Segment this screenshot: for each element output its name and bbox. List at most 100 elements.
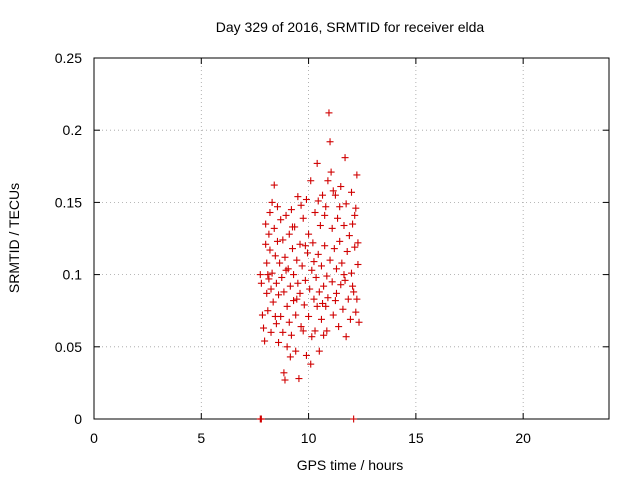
data-point [273,203,281,211]
data-point [273,237,281,245]
data-point [277,216,285,224]
data-point [310,258,318,266]
data-point [314,250,322,258]
data-point [315,288,323,296]
data-point [328,224,336,232]
data-point [287,206,295,214]
data-point [278,273,286,281]
x-tick-label: 15 [408,430,424,446]
data-point [282,266,290,274]
data-point [307,360,315,368]
data-point [256,271,264,279]
data-point [329,187,337,195]
data-point [271,312,279,320]
y-tick-label: 0.25 [55,50,82,66]
data-point [268,198,276,206]
data-point [304,249,312,257]
data-point [350,288,358,296]
data-point [265,230,273,238]
data-point [268,269,276,277]
data-point [346,315,354,323]
data-point [336,237,344,245]
data-point [293,295,301,303]
data-point [352,204,360,212]
data-point [306,285,314,293]
x-tick-label: 5 [197,430,205,446]
data-point [324,294,332,302]
data-point [316,222,324,230]
data-point [285,230,293,238]
data-point [325,109,333,117]
chart-title: Day 329 of 2016, SRMTID for receiver eld… [216,19,485,35]
data-point [260,324,268,332]
data-point [279,328,287,336]
data-point [343,247,351,255]
data-point [321,211,329,219]
x-axis-title: GPS time / hours [297,457,404,473]
data-point [320,331,328,339]
data-point [270,224,278,232]
data-point [330,245,338,253]
x-tick-label: 10 [301,430,317,446]
data-point [283,343,291,351]
y-tick-label: 0.05 [55,339,82,355]
data-point [308,333,316,341]
data-point [317,315,325,323]
data-point [341,154,349,162]
data-point [286,282,294,290]
data-point [262,220,270,228]
data-point [272,320,280,328]
data-point [280,369,288,377]
data-point [296,240,304,248]
data-point [294,279,302,287]
data-point [353,295,361,303]
data-point [348,188,355,196]
data-point [350,415,358,423]
data-point [322,203,330,211]
data-point [266,246,274,254]
data-point [310,295,318,303]
data-point [312,273,320,281]
data-point [290,297,298,305]
data-point [314,197,322,205]
data-point [302,196,310,204]
data-point [342,333,350,341]
data-point [301,242,309,250]
data-point [326,138,334,146]
plot-frame [93,57,610,420]
data-point [326,256,334,264]
data-point [313,302,321,310]
data-point [296,289,304,297]
data-point [261,337,269,345]
data-point [264,271,272,279]
data-point [344,295,352,303]
data-point [258,311,266,319]
data-point [354,239,362,247]
data-point [320,282,328,290]
data-point [299,327,307,335]
data-point [299,214,307,222]
data-point [302,351,310,359]
data-point [257,279,265,287]
data-point [297,201,305,209]
data-point [262,240,270,248]
data-point [301,276,309,284]
y-axis-title: SRMTID / TECUs [6,183,22,293]
data-point [285,318,293,326]
data-point [331,297,339,305]
data-point [280,288,288,296]
data-point [257,415,265,423]
data-point [275,291,283,299]
data-point [351,243,359,251]
data-point [263,259,271,267]
data-point [305,230,313,238]
data-point [349,220,357,228]
data-point [340,222,348,230]
data-point [349,282,357,290]
data-point [319,191,327,199]
data-point [355,318,363,326]
data-point [295,375,303,383]
data-point [352,308,360,316]
data-point [276,259,284,267]
